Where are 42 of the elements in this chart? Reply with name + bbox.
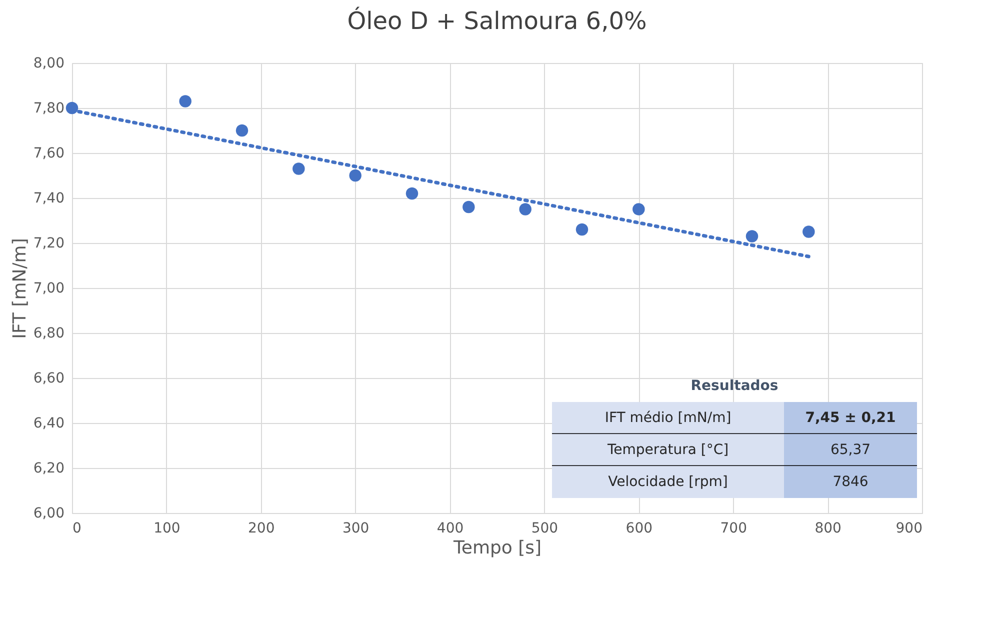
annotation: Velocidade [rpm]	[608, 474, 728, 490]
point	[802, 226, 815, 238]
annotation: 65,37	[830, 442, 871, 458]
x-tick-label: 700	[720, 520, 747, 536]
x-tick-label: 200	[248, 520, 275, 536]
y-tick-label: 6,20	[33, 460, 64, 476]
y-axis-title: IFT [mN/m]	[9, 238, 30, 339]
y-tick-label: 6,60	[33, 370, 64, 386]
annotation: IFT médio [mN/m]	[604, 410, 732, 426]
annotation: 7,45 ± 0,21	[805, 410, 896, 426]
point	[236, 124, 248, 137]
annotation: Resultados	[690, 378, 778, 394]
x-tick-label: 400	[436, 520, 464, 536]
annotation: Temperatura [°C]	[606, 442, 729, 458]
x-tick-label: 900	[896, 520, 922, 536]
y-tick-label: 6,80	[33, 326, 64, 342]
point	[746, 230, 758, 242]
chart-title: Óleo D + Salmoura 6,0%	[347, 6, 647, 35]
y-tick-label: 7,20	[33, 236, 64, 252]
x-tick-label: 500	[531, 520, 558, 536]
annotation: 7846	[832, 474, 868, 490]
y-tick-label: 7,80	[33, 100, 64, 116]
point	[349, 169, 362, 182]
y-tick-label: 6,00	[33, 506, 64, 522]
point	[576, 223, 588, 236]
point	[292, 162, 305, 175]
y-tick-label: 7,60	[33, 146, 64, 162]
x-tick-label: 0	[72, 520, 82, 536]
y-tick-label: 7,00	[33, 280, 64, 296]
x-tick-label: 100	[154, 520, 180, 536]
y-tick-label: 6,40	[33, 416, 64, 432]
x-axis-title: Tempo [s]	[452, 538, 542, 558]
point	[179, 95, 192, 108]
y-tick-label: 8,00	[33, 56, 64, 72]
point	[519, 203, 532, 216]
point	[406, 187, 418, 200]
x-tick-label: 600	[626, 520, 653, 536]
x-tick-label: 300	[342, 520, 370, 536]
y-tick-label: 7,40	[33, 190, 64, 206]
point	[462, 200, 475, 214]
point	[632, 203, 645, 216]
x-tick-label: 800	[814, 520, 842, 536]
